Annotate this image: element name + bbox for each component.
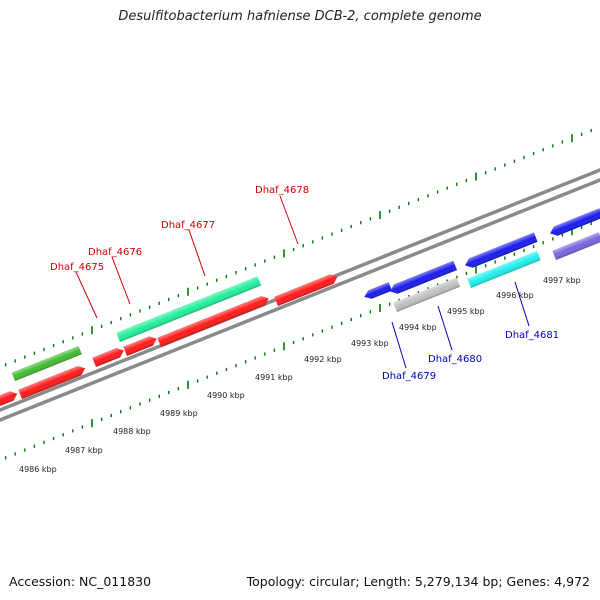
gene-feature bbox=[18, 365, 86, 399]
gene-shading bbox=[11, 345, 82, 381]
gene-label: Dhaf_4678 bbox=[255, 185, 309, 196]
kbp-label: 4993 kbp bbox=[351, 339, 389, 348]
gene-shading bbox=[390, 260, 457, 294]
gene-feature bbox=[465, 232, 538, 268]
kbp-label: 4996 kbp bbox=[496, 291, 534, 300]
backbone-line bbox=[0, 178, 600, 422]
gene-label: Dhaf_4679 bbox=[382, 371, 436, 382]
kbp-label: 4994 kbp bbox=[399, 323, 437, 332]
gene-feature bbox=[157, 296, 269, 347]
leader-line bbox=[75, 271, 98, 319]
kbp-label: 4986 kbp bbox=[19, 465, 57, 474]
kbp-label: 4988 kbp bbox=[113, 427, 151, 436]
kbp-label: 4987 kbp bbox=[65, 446, 103, 455]
gene-feature bbox=[393, 277, 461, 312]
map-title: Desulfitobacterium hafniense DCB-2, comp… bbox=[118, 9, 482, 24]
gene-shading bbox=[393, 277, 461, 312]
gene-shading bbox=[274, 274, 338, 306]
gene-feature bbox=[123, 336, 157, 356]
gene-shading bbox=[157, 296, 269, 347]
leader-line bbox=[514, 281, 530, 327]
kbp-label: 4990 kbp bbox=[207, 391, 245, 400]
gene-label: Dhaf_4680 bbox=[428, 354, 482, 365]
gene-label: Dhaf_4681 bbox=[505, 330, 559, 341]
gene-label: Dhaf_4677 bbox=[161, 220, 215, 231]
feature-layer bbox=[0, 208, 600, 408]
gene-shading bbox=[465, 232, 538, 268]
gene-feature bbox=[0, 391, 18, 408]
gene-shading bbox=[116, 276, 262, 342]
tick-layer bbox=[4, 128, 592, 460]
gene-feature bbox=[390, 260, 457, 294]
kbp-label: 4997 kbp bbox=[543, 276, 581, 285]
kbp-label: 4995 kbp bbox=[447, 307, 485, 316]
gene-shading bbox=[552, 232, 600, 260]
gene-label: Dhaf_4675 bbox=[50, 262, 104, 273]
kbp-label: 4989 kbp bbox=[160, 409, 198, 418]
gene-feature bbox=[116, 276, 262, 342]
gene-feature bbox=[364, 282, 392, 299]
leader-line bbox=[391, 321, 407, 369]
gene-feature bbox=[552, 232, 600, 260]
gene-feature bbox=[274, 274, 338, 306]
leader-line bbox=[437, 305, 453, 351]
gene-feature bbox=[11, 345, 82, 381]
leader-line bbox=[188, 229, 206, 277]
text-layer: 4986 kbp 4987 kbp 4988 kbp 4989 kbp 4990 kbp… bbox=[19, 185, 581, 474]
gene-shading bbox=[550, 208, 600, 236]
accession-label: Accession: NC_011830 bbox=[9, 574, 152, 589]
gene-feature bbox=[92, 348, 124, 367]
genome-summary: Topology: circular; Length: 5,279,134 bp… bbox=[246, 574, 590, 589]
gene-shading bbox=[123, 336, 157, 356]
gene-feature bbox=[550, 208, 600, 236]
gene-shading bbox=[467, 250, 541, 288]
gene-feature bbox=[467, 250, 541, 288]
leader-line bbox=[111, 256, 131, 305]
gene-shading bbox=[0, 391, 18, 408]
leader-layer bbox=[75, 195, 530, 369]
gene-shading bbox=[18, 365, 86, 399]
kbp-label: 4992 kbp bbox=[304, 355, 342, 364]
gene-shading bbox=[92, 348, 124, 367]
gene-label: Dhaf_4676 bbox=[88, 247, 142, 258]
leader-line bbox=[279, 195, 299, 245]
kbp-label: 4991 kbp bbox=[255, 373, 293, 382]
gene-shading bbox=[364, 282, 392, 299]
